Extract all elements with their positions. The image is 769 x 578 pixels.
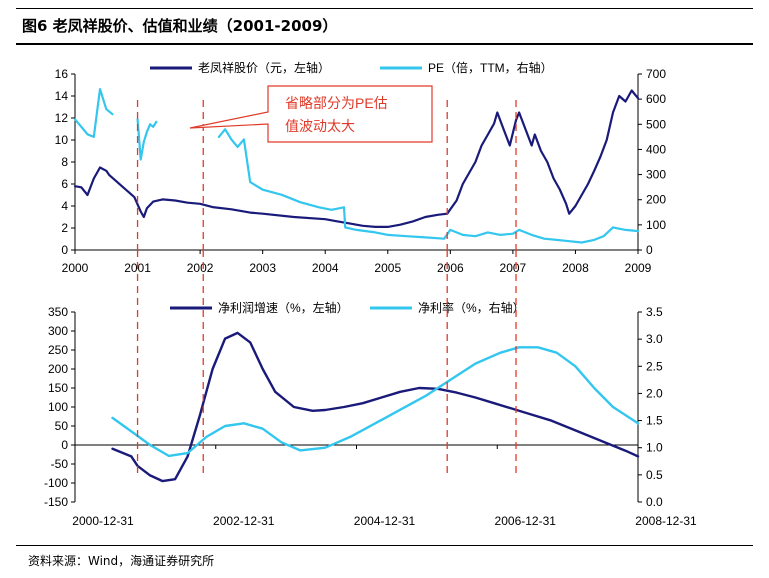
left-tick-label: 2	[61, 221, 68, 235]
left-tick-label: 0	[61, 243, 68, 257]
right-tick-label: 400	[646, 142, 666, 156]
right-tick-label: 600	[646, 92, 666, 106]
legend-label-right: PE（倍，TTM，右轴）	[428, 60, 553, 75]
left-tick-label: 12	[55, 111, 69, 125]
left-tick-label: 4	[61, 199, 68, 213]
series-line-right-axis	[73, 88, 640, 244]
source-footer: 资料来源：Wind，海通证券研究所	[16, 545, 753, 568]
bottom-chart: -150 -100 -50 0 50 100 150 200 250 300 350 0.0 0.5 1.…	[44, 300, 697, 528]
left-tick-label: 250	[48, 343, 68, 357]
right-tick-label: 1.5	[646, 414, 663, 428]
x-tick-label: 2006	[437, 261, 464, 275]
right-tick-label: 3.0	[646, 332, 663, 346]
x-tick-label: 2005	[374, 261, 401, 275]
right-tick-label: 2.0	[646, 386, 663, 400]
left-tick-label: 0	[61, 438, 68, 452]
x-tick-label: 2004-12-31	[354, 514, 416, 528]
x-tick-label: 2008	[562, 261, 589, 275]
source-note: 资料来源：Wind，海通证券研究所	[28, 554, 215, 568]
right-tick-label: 300	[646, 168, 666, 182]
legend-label-right: 净利率（%，右轴）	[418, 300, 525, 315]
right-tick-label: 200	[646, 193, 666, 207]
right-tick-label: 0	[646, 243, 653, 257]
left-tick-label: -50	[51, 457, 69, 471]
right-tick-label: 700	[646, 67, 666, 81]
series-line-right-axis	[111, 346, 640, 458]
x-tick-label: 2000	[62, 261, 89, 275]
left-tick-label: 350	[48, 305, 68, 319]
left-tick-label: 150	[48, 381, 68, 395]
left-tick-label: -100	[44, 476, 68, 490]
left-tick-label: 10	[55, 133, 69, 147]
top-chart: 0 2 4 6 8 10 12 14 16 0 100 200 300 400 500 600 700 2000 2…	[55, 60, 667, 275]
figure-title: 图6 老凤祥股价、估值和业绩（2001-2009）	[22, 17, 338, 35]
series-line-left-axis	[73, 89, 640, 228]
left-tick-label: 100	[48, 400, 68, 414]
x-tick-label: 2000-12-31	[72, 514, 134, 528]
left-tick-label: 300	[48, 324, 68, 338]
left-tick-label: 50	[55, 419, 69, 433]
left-tick-label: 6	[61, 177, 68, 191]
x-tick-label: 2003	[249, 261, 276, 275]
left-tick-label: 14	[55, 89, 69, 103]
right-tick-label: 500	[646, 117, 666, 131]
left-tick-label: 16	[55, 67, 69, 81]
x-tick-label: 2009	[625, 261, 652, 275]
legend-label-left: 老凤祥股价（元，左轴）	[198, 60, 330, 75]
x-tick-label: 2006-12-31	[495, 514, 557, 528]
callout-text-line1: 省略部分为PE估	[285, 95, 388, 111]
x-tick-label: 2002-12-31	[213, 514, 275, 528]
x-tick-label: 2007	[500, 261, 527, 275]
right-tick-label: 100	[646, 218, 666, 232]
right-tick-label: 1.0	[646, 441, 663, 455]
right-tick-label: 2.5	[646, 359, 663, 373]
legend-label-left: 净利润增速（%，左轴）	[218, 300, 349, 315]
callout-text-line2: 值波动太大	[285, 118, 355, 134]
right-tick-label: 0.5	[646, 468, 663, 482]
x-tick-label: 2002	[187, 261, 214, 275]
series-line-left-axis	[111, 331, 640, 483]
right-tick-label: 3.5	[646, 305, 663, 319]
x-tick-label: 2004	[312, 261, 339, 275]
left-tick-label: 200	[48, 362, 68, 376]
callout-box	[189, 85, 433, 143]
right-tick-label: 0.0	[646, 495, 663, 509]
period-dividers	[136, 100, 517, 475]
figure-header: 图6 老凤祥股价、估值和业绩（2001-2009）	[16, 8, 753, 45]
left-tick-label: 8	[61, 155, 68, 169]
left-tick-label: -150	[44, 495, 68, 509]
x-tick-label: 2008-12-31	[635, 514, 697, 528]
